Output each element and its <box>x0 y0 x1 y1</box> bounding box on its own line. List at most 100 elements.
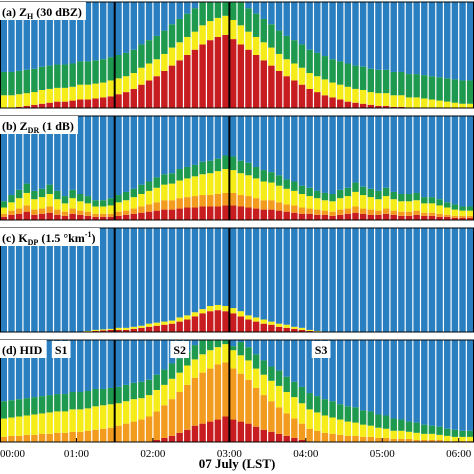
panel-a-bar-red <box>229 39 237 108</box>
panel-d-bar-blue <box>84 340 92 391</box>
panel-b-bar-yellow <box>115 202 122 212</box>
panel-d-bar-yellow <box>168 378 176 400</box>
panel-d-bar-yellow <box>176 372 183 393</box>
panel-b-bar-red <box>31 214 38 220</box>
panel-b-bar-blue <box>8 116 15 196</box>
panel-d-bar-blue <box>69 340 76 393</box>
panel-c-bar-blue <box>99 228 107 330</box>
panel-c-bar-yellow <box>107 328 115 330</box>
panel-d-bar-orange <box>161 405 168 438</box>
panel-b-bar-blue <box>168 116 176 174</box>
panel-a-bar-yellow <box>329 82 336 98</box>
panel-a-bar-blue <box>107 2 115 58</box>
panel-d-bar-yellow <box>298 403 306 424</box>
panel-b-bar-red <box>84 215 92 220</box>
panel-d-bar-blue <box>61 340 69 395</box>
panel-b-bar-blue <box>229 116 237 157</box>
panel-b-bar-yellow <box>77 201 84 211</box>
panel-b-bar-orange <box>23 205 30 212</box>
panel-b-bar-red <box>268 209 275 220</box>
panel-a-bar-green <box>31 68 38 93</box>
panel-b-bar-green <box>222 155 229 170</box>
panel-d-bar-green <box>298 386 306 404</box>
panel-d-bar-green <box>54 394 61 412</box>
panel-b-bar-blue <box>329 116 336 194</box>
panel-b-bar-green <box>130 188 138 198</box>
panel-d-bar-green <box>382 415 390 429</box>
panel-d-bar-yellow <box>436 434 443 440</box>
panel-b-bar-yellow <box>69 198 76 209</box>
panel-b-bar-blue <box>298 116 306 186</box>
panel-b-bar-blue <box>413 116 420 193</box>
panel-a-bar-blue <box>245 2 252 9</box>
panel-d-bar-green <box>444 428 451 436</box>
panel-a-bar-blue <box>176 2 183 19</box>
panel-b-bar-orange <box>336 209 344 215</box>
panel-b-bar-green <box>145 181 153 191</box>
panel-a-bar-blue <box>382 2 390 70</box>
panel-a-bar-green <box>436 77 443 101</box>
panel-b-bar-yellow <box>122 200 130 211</box>
panel-d-bar-blue <box>344 340 352 407</box>
panel-b-label-suffix: (1 dB) <box>39 119 74 133</box>
panel-c-bar-blue <box>77 228 84 332</box>
panel-a-bar-green <box>359 66 367 90</box>
panel-d-bar-green <box>138 381 145 399</box>
panel-b-bar-yellow <box>214 171 222 194</box>
panel-c-bar-red <box>237 316 245 332</box>
panel-b-bar-blue <box>466 116 474 207</box>
panel-d-bar-blue <box>321 340 329 400</box>
panel-d-bar-blue <box>306 340 313 394</box>
panel-a-bar-blue <box>405 2 413 75</box>
panel-a-bar-blue <box>291 2 298 41</box>
panel-d-bar-blue <box>421 340 428 425</box>
panel-a-bar-yellow <box>168 47 176 66</box>
panel-d-bar-blue <box>375 340 382 415</box>
panel-a-bar-yellow <box>291 63 298 81</box>
stage-label-background <box>170 341 190 358</box>
panel-a-bar-blue <box>268 2 275 25</box>
panel-b-bar-yellow <box>344 196 352 209</box>
panel-d-bar-yellow <box>207 350 214 369</box>
panel-d-bar-red <box>291 437 298 442</box>
stage-label-2: S2 <box>170 341 190 358</box>
panel-c-bar-red <box>161 324 168 332</box>
panel-d-bar-green <box>314 396 321 413</box>
panel-b-bar-blue <box>375 116 382 191</box>
panel-c-bar-blue <box>398 228 405 332</box>
panel-d-bar-yellow <box>459 436 466 441</box>
panel-a-bar-red <box>99 97 107 108</box>
panel-a-bar-red <box>245 49 252 108</box>
panel-b-bar-red <box>314 214 321 220</box>
panel-c-bar-yellow <box>237 311 245 317</box>
panel-c-bar-yellow <box>199 309 206 314</box>
panel-a-bar-yellow <box>428 99 436 108</box>
panel-d-bar-yellow <box>8 417 15 436</box>
panel-b-bar-green <box>306 187 313 197</box>
panel-a-bar-yellow <box>130 73 138 89</box>
panel-d-bar-green <box>46 395 53 413</box>
panel-b-bar-orange <box>405 211 413 216</box>
panel-c-bar-blue <box>245 228 252 316</box>
panel-d-bar-blue <box>130 340 138 383</box>
panel-d-bar-green <box>375 414 382 428</box>
panel-b-bar-orange <box>260 200 267 210</box>
panel-b-bar-orange <box>77 210 84 215</box>
panel-d-bar-orange <box>84 430 92 442</box>
panel-a-bar-yellow <box>8 95 15 108</box>
panel-b-bar-green <box>314 190 321 199</box>
panel-d-bar-yellow <box>444 435 451 441</box>
panel-b-bar-orange <box>436 213 443 217</box>
panel-a-bar-yellow <box>314 76 321 93</box>
panel-b-bar-yellow <box>245 175 252 197</box>
panel-b-bar-red <box>336 214 344 220</box>
panel-d-bar-orange <box>15 435 23 442</box>
panel-b-bar-orange <box>191 196 199 208</box>
panel-d-bars <box>0 340 474 442</box>
panel-b-bar-orange <box>306 208 313 214</box>
panel-c-bar-red <box>260 323 267 332</box>
panel-a-bar-green <box>306 49 313 74</box>
panel-a-bar-yellow <box>336 84 344 100</box>
panel-d-bar-blue <box>15 340 23 400</box>
panel-d-bar-yellow <box>375 427 382 438</box>
